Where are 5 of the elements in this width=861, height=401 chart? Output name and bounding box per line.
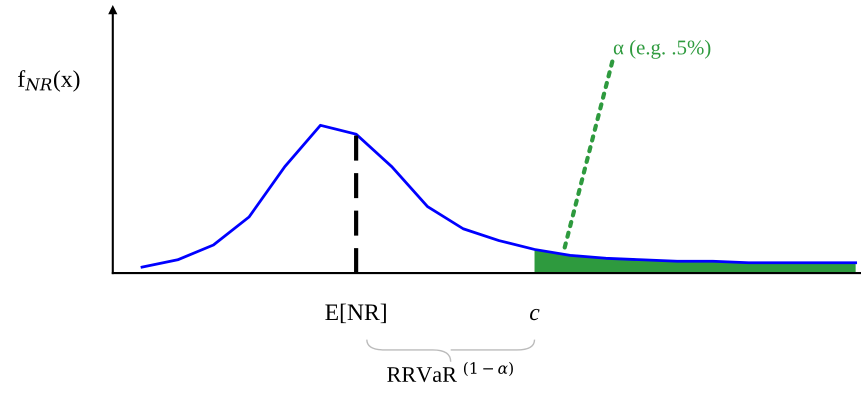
text: α (e.g. .5%) (614, 40, 710, 59)
text: RRVaR $^{(1−α)}$ (387, 362, 513, 382)
text: E[NR] (325, 304, 386, 324)
y-axis-title: f$_{NR}$(x) (18, 70, 80, 92)
text: c (530, 308, 540, 320)
